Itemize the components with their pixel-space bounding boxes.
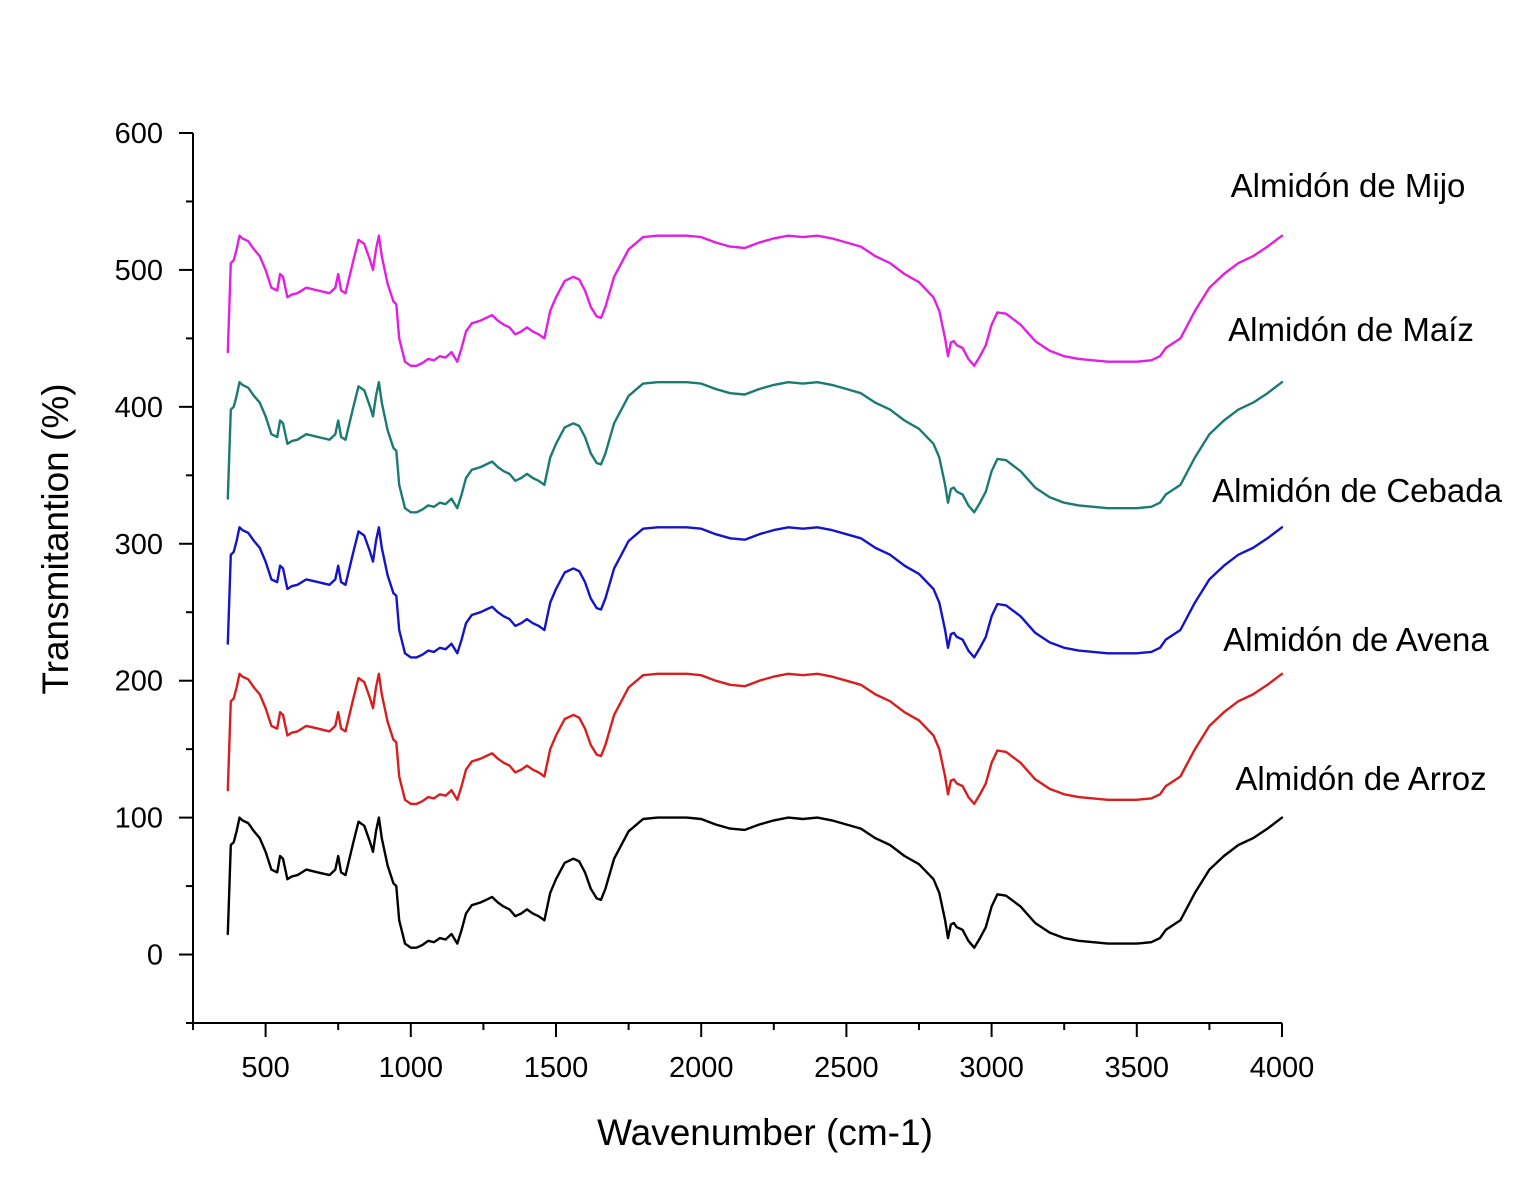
y-tick-label: 400 (115, 392, 163, 424)
x-axis-title: Wavenumber (cm-1) (597, 1112, 933, 1153)
series-label-2: Almidón de Cebada (1212, 472, 1503, 509)
x-tick-label: 2000 (669, 1052, 734, 1084)
y-tick-label: 200 (115, 666, 163, 698)
series-line-4 (226, 234, 1284, 367)
x-tick-label: 3500 (1105, 1052, 1170, 1084)
y-tick-label: 600 (115, 118, 163, 150)
series-line-2 (226, 526, 1284, 659)
y-tick-label: 500 (115, 255, 163, 287)
ticks-layer: 0 100 200 300 400 500 600 500 1000 1500 2000 2500 30… (115, 118, 1315, 1084)
y-axis-title: Transmitantion (%) (35, 383, 76, 694)
x-tick-label: 1500 (524, 1052, 589, 1084)
y-tick-label: 300 (115, 529, 163, 561)
x-tick-label: 3000 (959, 1052, 1024, 1084)
x-tick-label: 4000 (1250, 1052, 1315, 1084)
series-label-4: Almidón de Mijo (1231, 167, 1466, 204)
series-label-0: Almidón de Arroz (1235, 760, 1486, 797)
series-line-3 (226, 381, 1284, 514)
series-label-1: Almidón de Avena (1223, 621, 1489, 658)
x-tick-label: 1000 (379, 1052, 444, 1084)
x-tick-label: 2500 (814, 1052, 879, 1084)
series-label-3: Almidón de Maíz (1228, 311, 1474, 348)
series-labels: Almidón de Arroz Almidón de Avena Almidón … (1212, 167, 1503, 797)
x-tick-label: 500 (241, 1052, 289, 1084)
y-tick-label: 0 (147, 940, 163, 972)
series-layer (226, 234, 1284, 949)
y-tick-label: 100 (115, 803, 163, 835)
series-line-1 (226, 672, 1284, 806)
series-line-0 (226, 816, 1284, 949)
